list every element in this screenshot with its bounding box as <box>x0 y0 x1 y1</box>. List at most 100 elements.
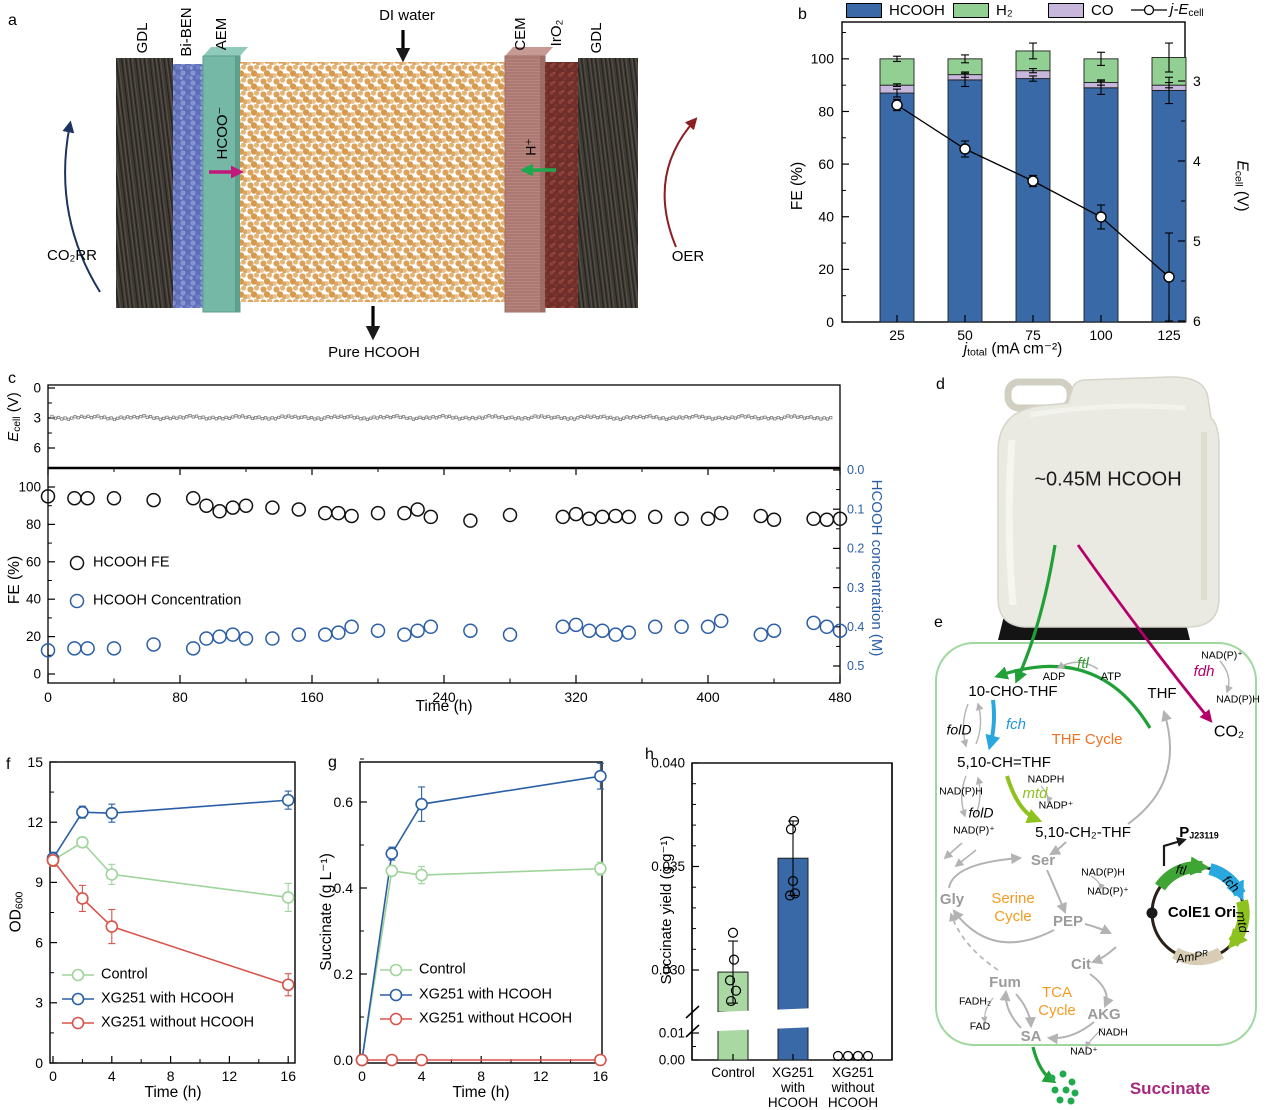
panel-label-g: g <box>328 754 337 771</box>
f-legend-control-marker <box>71 968 85 982</box>
svg-text:6: 6 <box>1193 313 1201 329</box>
ori-dot <box>1146 907 1158 919</box>
svg-text:0.4: 0.4 <box>847 620 864 634</box>
svg-text:0.0: 0.0 <box>847 463 864 477</box>
svg-text:4: 4 <box>418 1068 426 1084</box>
legend-swatch-co <box>1048 3 1084 18</box>
bi-ben-layer <box>173 64 203 308</box>
enzyme-mtd: mtd <box>1022 785 1048 803</box>
nadph-nadp-arrow <box>1040 785 1053 804</box>
gene-amp-arc <box>1172 947 1224 966</box>
cofactor-nadp-top: NAD(P)⁺ <box>1201 649 1243 662</box>
h-cat-with-3: HCOOH <box>767 1094 819 1110</box>
succinate-dots <box>1048 1070 1079 1105</box>
sa-to-fum-arrow <box>999 989 1022 1029</box>
h-ylabel: Succinate yield (g g⁻¹) <box>658 835 676 985</box>
h-cat-without-1: XG251 <box>831 1064 875 1080</box>
svg-text:6: 6 <box>35 934 43 950</box>
g-ylabel: Succinate (g L⁻¹) <box>317 853 335 971</box>
oer-arrow <box>663 117 698 248</box>
svg-text:0: 0 <box>35 1055 43 1071</box>
g-legend-without: XG251 without HCOOH <box>419 1010 573 1027</box>
pathway-box <box>935 642 1257 1046</box>
svg-text:0.2: 0.2 <box>334 966 354 982</box>
svg-text:3: 3 <box>1193 73 1201 89</box>
pure-hcooh-label: Pure HCOOH <box>328 344 420 362</box>
enzyme-fdh: fdh <box>1193 663 1215 681</box>
mtd-arrow <box>1005 775 1043 824</box>
aem-layer <box>202 55 241 313</box>
svg-text:3: 3 <box>35 995 43 1011</box>
jug-body <box>997 376 1220 628</box>
svg-text:0: 0 <box>358 1068 366 1084</box>
ch2-to-thf-arrow <box>1127 709 1172 825</box>
node-ch2-thf: 5,10-CH₂-THF <box>1035 824 1131 842</box>
nadh-cofactor-arrow <box>1085 1027 1104 1049</box>
panel-d-jug <box>997 376 1220 640</box>
c-legend-fe-marker <box>69 555 85 571</box>
g-xlabel: Time (h) <box>452 1083 510 1101</box>
enzyme-ftl: ftl <box>1077 655 1089 673</box>
aem-label: AEM <box>213 17 231 51</box>
serine-cycle-label-2: Cycle <box>994 908 1032 926</box>
iro2-label: IrO₂ <box>548 19 566 47</box>
legend-swatch-hcooh <box>846 3 882 18</box>
c-right-ylabel: HCOOH concentration (M) <box>867 479 885 657</box>
cofactor-fadh2: FADH₂ <box>958 995 992 1008</box>
svg-text:400: 400 <box>696 689 720 705</box>
g-legend-with: XG251 with HCOOH <box>419 986 552 1003</box>
panel-label-c: c <box>8 370 16 387</box>
akg-to-sa-arrow <box>1046 1021 1095 1045</box>
f-legend-control: Control <box>101 966 148 983</box>
tca-cycle-label-1: TCA <box>1042 984 1072 1002</box>
b-legend-line-marker <box>1143 4 1155 16</box>
svg-text:0: 0 <box>44 689 52 705</box>
pyr-to-cit-arrow <box>1090 946 1117 965</box>
gly-exchange-arrow-2 <box>943 842 963 860</box>
svg-text:16: 16 <box>280 1068 296 1084</box>
svg-text:60: 60 <box>818 156 834 172</box>
tca-cycle-label-2: Cycle <box>1038 1002 1076 1020</box>
svg-text:0.3: 0.3 <box>847 581 864 595</box>
panel-label-f: f <box>6 756 11 773</box>
node-ch-thf: 5,10-CH=THF <box>957 754 1051 772</box>
enzyme-fch: fch <box>1005 716 1027 734</box>
g-legend-with-marker <box>389 988 403 1002</box>
b-xlabel: jtotal (mA cm⁻²) <box>963 340 1063 359</box>
node-thf: THF <box>1147 685 1177 703</box>
cem-label: CEM <box>512 17 530 51</box>
svg-text:6: 6 <box>33 441 41 456</box>
svg-text:3: 3 <box>33 411 41 426</box>
legend-label-jecell: j-Ecell <box>1170 1 1204 20</box>
svg-text:240: 240 <box>432 689 456 705</box>
gdl-left-layer <box>116 58 173 308</box>
ser-cofactor-arrow <box>1090 875 1105 891</box>
h-cat-with-1: XG251 <box>771 1064 815 1080</box>
cem-layer <box>504 55 546 313</box>
thf-cycle-label: THF Cycle <box>1051 731 1123 749</box>
atp-adp-arrow <box>1056 661 1099 670</box>
h-cat-without-3: HCOOH <box>827 1094 879 1110</box>
h-cat-control: Control <box>711 1064 755 1080</box>
cofactor-atp: ATP <box>1100 671 1122 684</box>
cofactor-nadph-left: NAD(P)H <box>939 785 983 798</box>
cofactor-nadp-ser: NAD(P)⁺ <box>1087 885 1129 898</box>
svg-text:80: 80 <box>818 103 834 119</box>
fadh2-cofactor-arrow <box>980 997 994 1024</box>
gene-mtd-arc <box>1228 899 1250 949</box>
hcooh-to-thf-arrow <box>1014 544 1057 684</box>
fold-up-arrow <box>975 776 984 815</box>
svg-text:125: 125 <box>1157 327 1181 343</box>
node-akg: AKG <box>1087 1006 1121 1024</box>
h-plus-label: H⁺ <box>522 138 539 156</box>
cho-to-ch-gray-arrow <box>960 703 969 748</box>
svg-text:0.00: 0.00 <box>659 1053 685 1068</box>
panel-label-e: e <box>934 614 943 631</box>
h-cat-with-2: with <box>780 1079 806 1095</box>
svg-text:12: 12 <box>533 1068 549 1084</box>
iro2-layer <box>545 62 578 308</box>
svg-text:20: 20 <box>26 629 41 644</box>
cofactor-nadph: NADPH <box>1027 773 1065 786</box>
